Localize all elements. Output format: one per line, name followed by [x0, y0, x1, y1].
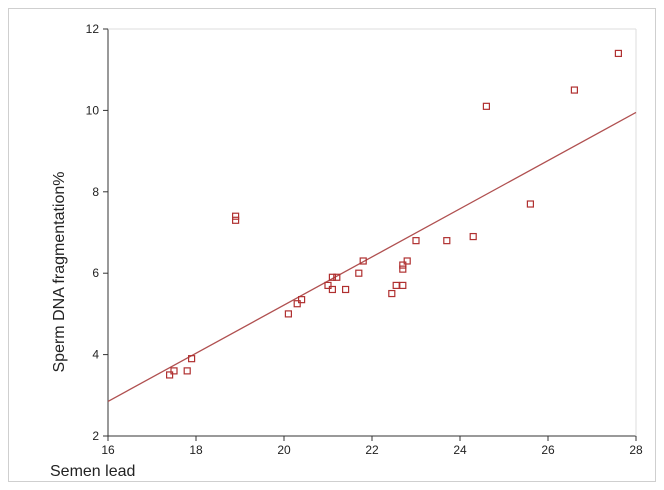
data-point	[614, 49, 623, 58]
data-point	[328, 285, 336, 294]
data-point	[469, 232, 477, 241]
data-point	[342, 285, 350, 294]
y-axis-label: Sperm DNA fragmentation%	[51, 172, 68, 373]
x-tick-label: 18	[189, 443, 203, 457]
regression-line	[107, 111, 637, 402]
x-tick-label: 28	[629, 443, 643, 457]
data-point	[170, 367, 178, 375]
x-axis-ticks: 16 18 20 22 24 26 28	[101, 436, 643, 457]
data-point	[355, 269, 363, 277]
data-point	[324, 281, 332, 290]
y-tick-label: 6	[92, 266, 99, 280]
data-point	[166, 371, 174, 379]
x-tick-label: 22	[365, 443, 379, 457]
data-point	[359, 257, 367, 265]
data-point	[526, 200, 535, 208]
data-point	[188, 355, 196, 363]
data-point	[388, 289, 396, 298]
data-point	[183, 367, 191, 375]
y-tick-label: 10	[86, 103, 100, 117]
y-tick-label: 2	[92, 429, 99, 443]
y-tick-label: 8	[92, 185, 99, 199]
data-point	[412, 237, 420, 245]
data-point	[284, 310, 292, 318]
data-point	[570, 86, 579, 94]
x-tick-label: 24	[453, 443, 467, 457]
data-point	[399, 281, 407, 290]
data-point	[232, 216, 240, 224]
data-point	[328, 273, 336, 281]
y-tick-label: 12	[86, 22, 100, 36]
data-point	[298, 296, 306, 304]
data-point	[392, 281, 400, 290]
x-tick-label: 26	[541, 443, 555, 457]
chart-frame	[8, 8, 656, 482]
x-axis-label: Semen lead	[50, 463, 135, 480]
y-tick-label: 4	[92, 348, 99, 362]
data-point	[482, 102, 490, 110]
data-points	[166, 49, 623, 379]
y-axis-ticks: 2 4 6 8 10 12	[86, 22, 108, 443]
data-point	[333, 273, 341, 281]
x-tick-label: 20	[277, 443, 291, 457]
data-point	[443, 237, 451, 245]
data-point	[232, 212, 240, 220]
data-point	[399, 265, 407, 273]
data-point	[293, 300, 301, 308]
x-tick-label: 16	[101, 443, 115, 457]
data-point	[399, 261, 407, 269]
data-point	[403, 257, 411, 265]
